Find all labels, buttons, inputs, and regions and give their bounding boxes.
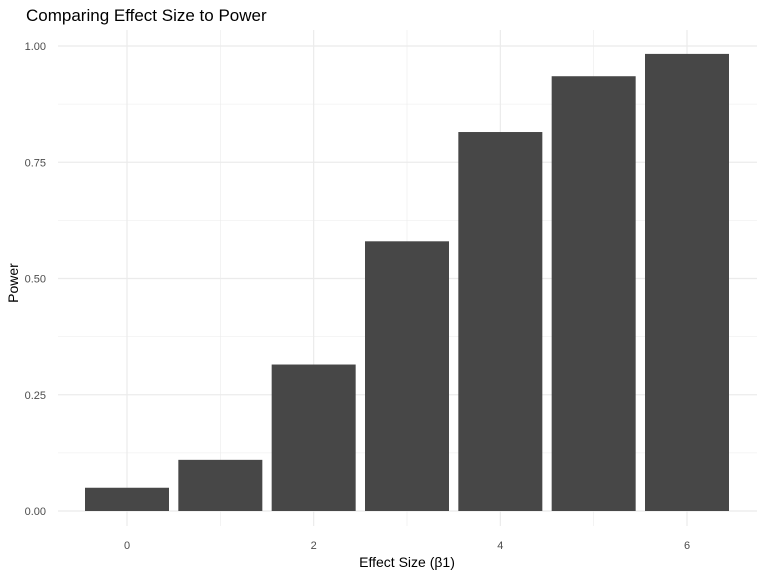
bar (85, 487, 169, 511)
y-tick-label: 0.50 (25, 274, 46, 286)
x-tick-labels: 0 2 4 6 (124, 540, 690, 552)
y-tick-label: 0.75 (25, 157, 46, 169)
bar (178, 459, 263, 511)
y-tick-label: 1.00 (25, 41, 46, 53)
y-axis-label: Power (5, 263, 21, 303)
x-tick-label: 0 (124, 540, 130, 552)
x-axis-label: Effect Size (β1) (359, 554, 455, 570)
chart-title: Comparing Effect Size to Power (26, 6, 267, 25)
bar (645, 53, 729, 511)
x-tick-label: 4 (497, 540, 503, 552)
bar (365, 241, 449, 512)
y-tick-labels: 0.00 0.25 0.50 0.75 1.00 (25, 41, 46, 518)
y-tick-label: 0.00 (25, 506, 46, 518)
bars (85, 53, 729, 512)
bar (271, 364, 356, 511)
x-tick-label: 2 (311, 540, 317, 552)
bar (551, 76, 636, 511)
x-tick-label: 6 (684, 540, 690, 552)
bar (458, 132, 543, 511)
y-tick-label: 0.25 (25, 390, 46, 402)
